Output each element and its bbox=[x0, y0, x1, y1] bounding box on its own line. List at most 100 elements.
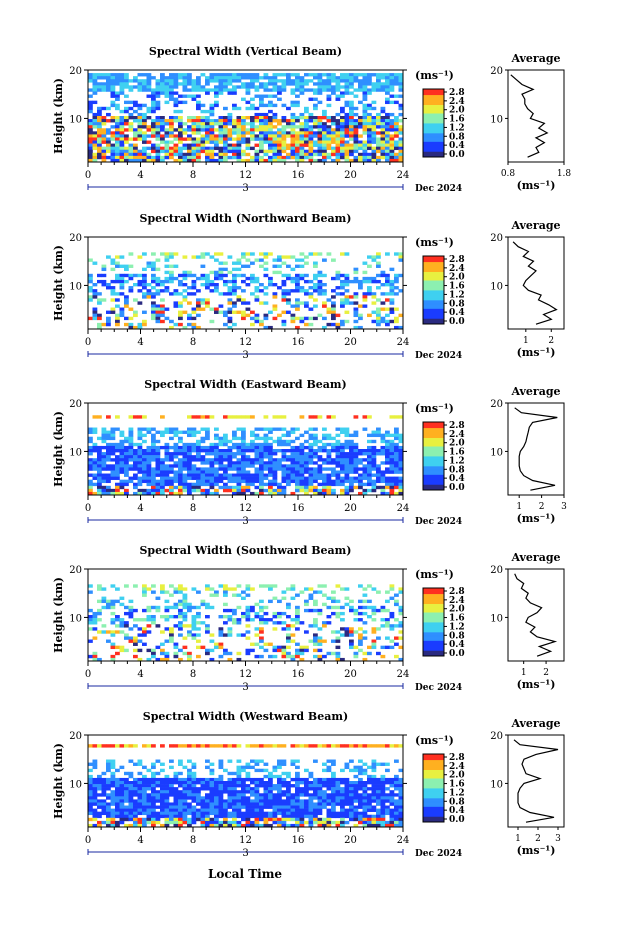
heatmap-cell bbox=[228, 467, 233, 470]
heatmap-cell bbox=[291, 784, 296, 787]
heatmap-cell bbox=[385, 461, 390, 464]
heatmap-cell bbox=[120, 314, 125, 317]
heatmap-cell bbox=[309, 252, 314, 255]
heatmap-cell bbox=[376, 320, 381, 323]
heatmap-cell bbox=[273, 125, 278, 128]
heatmap-cell bbox=[354, 449, 359, 452]
heatmap-cell bbox=[210, 110, 215, 113]
heatmap-cell bbox=[151, 119, 156, 122]
heatmap-cell bbox=[264, 787, 269, 790]
heatmap-cell bbox=[259, 781, 264, 784]
heatmap-cell bbox=[313, 141, 318, 144]
heatmap-cell bbox=[336, 76, 341, 79]
heatmap-cell bbox=[192, 428, 197, 431]
heatmap-cell bbox=[196, 101, 201, 104]
heatmap-cell bbox=[138, 464, 143, 467]
heatmap-cell bbox=[156, 107, 161, 110]
heatmap-cell bbox=[129, 446, 134, 449]
heatmap-cell bbox=[273, 766, 278, 769]
heatmap-cell bbox=[106, 119, 111, 122]
heatmap-cell bbox=[237, 144, 242, 147]
heatmap-cell bbox=[97, 612, 102, 615]
heatmap-cell bbox=[291, 141, 296, 144]
heatmap-cell bbox=[345, 458, 350, 461]
heatmap-cell bbox=[124, 298, 129, 301]
heatmap-cell bbox=[291, 79, 296, 82]
heatmap-cell bbox=[250, 787, 255, 790]
heatmap-cell bbox=[277, 787, 282, 790]
heatmap-cell bbox=[223, 464, 228, 467]
heatmap-cell bbox=[106, 317, 111, 320]
heatmap-cell bbox=[111, 286, 116, 289]
heatmap-cell bbox=[151, 766, 156, 769]
heatmap-cell bbox=[345, 630, 350, 633]
heatmap-cell bbox=[336, 85, 341, 88]
heatmap-cell bbox=[183, 131, 188, 134]
heatmap-cell bbox=[268, 116, 273, 119]
heatmap-cell bbox=[156, 317, 161, 320]
heatmap-cell bbox=[129, 615, 134, 618]
heatmap-cell bbox=[232, 474, 237, 477]
heatmap-cell bbox=[151, 652, 156, 655]
heatmap-cell bbox=[336, 464, 341, 467]
heatmap-cell bbox=[300, 301, 305, 304]
heatmap-cell bbox=[178, 458, 183, 461]
heatmap-cell bbox=[295, 612, 300, 615]
heatmap-cell bbox=[138, 443, 143, 446]
heatmap-cell bbox=[174, 304, 179, 307]
heatmap-cell bbox=[304, 128, 309, 131]
heatmap-cell bbox=[102, 784, 107, 787]
heatmap-cell bbox=[318, 134, 323, 137]
heatmap-cell bbox=[295, 772, 300, 775]
heatmap-cell bbox=[246, 787, 251, 790]
heatmap-cell bbox=[304, 122, 309, 125]
heatmap-cell bbox=[156, 125, 161, 128]
heatmap-cell bbox=[111, 144, 116, 147]
heatmap-cell bbox=[259, 477, 264, 480]
heatmap-cell bbox=[237, 606, 242, 609]
heatmap-cell bbox=[390, 458, 395, 461]
heatmap-cell bbox=[133, 116, 138, 119]
heatmap-cell bbox=[192, 280, 197, 283]
heatmap-cell bbox=[151, 649, 156, 652]
heatmap-cell bbox=[295, 141, 300, 144]
heatmap-cell bbox=[381, 646, 386, 649]
heatmap-cell bbox=[241, 82, 246, 85]
heatmap-cell bbox=[331, 137, 336, 140]
heatmap-cell bbox=[102, 274, 107, 277]
heatmap-cell bbox=[196, 141, 201, 144]
heatmap-cell bbox=[174, 85, 179, 88]
y-axis-label: Height (km) bbox=[52, 245, 65, 321]
heatmap-cell bbox=[313, 298, 318, 301]
heatmap-cell bbox=[354, 131, 359, 134]
heatmap-cell bbox=[205, 298, 210, 301]
heatmap-cell bbox=[255, 486, 260, 489]
heatmap-cell bbox=[205, 627, 210, 630]
heatmap-cell bbox=[282, 784, 287, 787]
panel-2: Spectral Width (Northward Beam)Height (k… bbox=[52, 212, 564, 361]
heatmap-cell bbox=[214, 483, 219, 486]
heatmap-cell bbox=[277, 286, 282, 289]
heatmap-cell bbox=[223, 449, 228, 452]
heatmap-cell bbox=[187, 778, 192, 781]
heatmap-cell bbox=[286, 144, 291, 147]
heatmap-cell bbox=[246, 116, 251, 119]
heatmap-cell bbox=[390, 483, 395, 486]
heatmap-cell bbox=[322, 486, 327, 489]
heatmap-cell bbox=[394, 415, 399, 418]
heatmap-cell bbox=[336, 778, 341, 781]
heatmap-cell bbox=[273, 621, 278, 624]
heatmap-cell bbox=[358, 147, 363, 150]
heatmap-cell bbox=[381, 116, 386, 119]
heatmap-cell bbox=[210, 104, 215, 107]
heatmap-cell bbox=[250, 744, 255, 747]
heatmap-cell bbox=[273, 131, 278, 134]
heatmap-cell bbox=[255, 428, 260, 431]
heatmap-cell bbox=[115, 116, 120, 119]
heatmap-cell bbox=[142, 467, 147, 470]
heatmap-cell bbox=[111, 85, 116, 88]
heatmap-cell bbox=[111, 101, 116, 104]
heatmap-cell bbox=[124, 446, 129, 449]
heatmap-cell bbox=[331, 590, 336, 593]
